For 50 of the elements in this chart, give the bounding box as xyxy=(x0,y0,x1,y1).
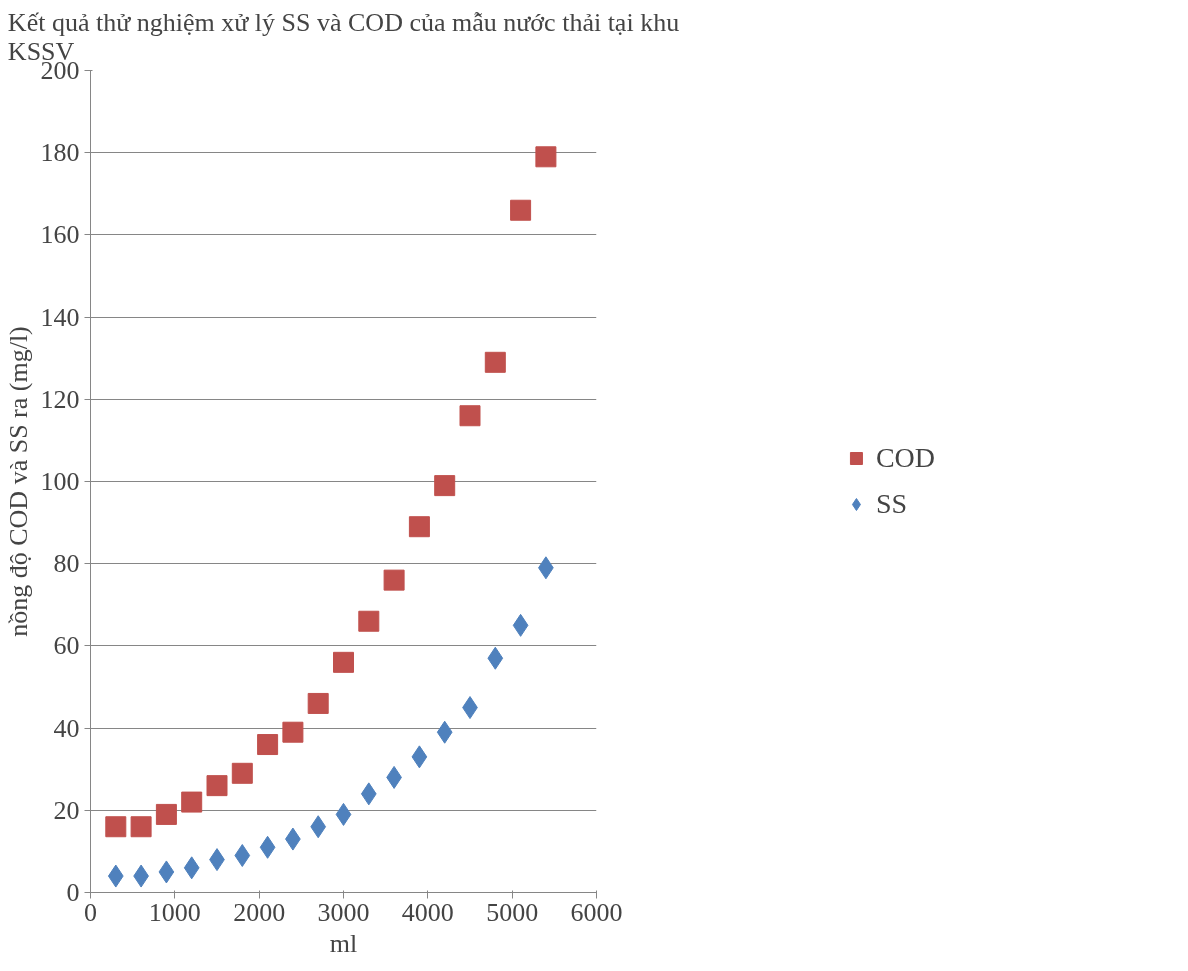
point xyxy=(535,146,557,168)
point xyxy=(358,610,380,632)
y-tick-label: 180 xyxy=(40,138,80,168)
y-tick-label: 20 xyxy=(53,795,80,825)
point xyxy=(512,613,529,637)
point xyxy=(310,815,327,839)
point xyxy=(434,475,456,497)
point xyxy=(436,720,453,744)
point xyxy=(360,782,377,806)
y-tick-label: 60 xyxy=(53,631,80,661)
x-tick-label: 5000 xyxy=(486,897,539,927)
point xyxy=(510,199,532,221)
x-tick-label: 1000 xyxy=(148,897,201,927)
point xyxy=(257,734,279,756)
point xyxy=(206,775,228,797)
x-axis-title: ml xyxy=(329,928,358,958)
point xyxy=(155,803,177,825)
y-tick-label: 80 xyxy=(53,549,80,579)
point xyxy=(484,351,506,373)
y-tick-label: 40 xyxy=(53,713,80,743)
y-axis-title: nồng độ COD và SS ra (mg/l) xyxy=(3,326,33,637)
y-tick-label: 0 xyxy=(66,878,80,907)
point xyxy=(105,816,127,838)
point xyxy=(459,405,481,427)
point xyxy=(383,569,405,591)
legend-label: COD xyxy=(875,442,936,474)
legend-label: SS xyxy=(875,488,908,520)
point xyxy=(130,816,152,838)
point xyxy=(231,762,253,784)
y-tick-label: 120 xyxy=(40,384,80,414)
y-tick-label: 100 xyxy=(40,467,80,496)
x-tick-label: 6000 xyxy=(570,897,623,927)
y-tick-label: 140 xyxy=(40,302,80,332)
point xyxy=(234,844,251,868)
point xyxy=(335,802,352,826)
point xyxy=(333,651,354,673)
x-tick-label: 4000 xyxy=(401,897,454,927)
point xyxy=(282,721,304,743)
point xyxy=(181,791,203,813)
point xyxy=(259,835,276,859)
x-tick-label: 3000 xyxy=(317,897,370,927)
point xyxy=(183,856,200,880)
point xyxy=(411,745,428,769)
point xyxy=(307,692,329,714)
point xyxy=(408,516,430,538)
point xyxy=(487,646,504,670)
point xyxy=(158,860,175,884)
x-tick-label: 2000 xyxy=(233,897,286,927)
point xyxy=(107,864,124,888)
y-tick-label: 160 xyxy=(40,220,80,250)
